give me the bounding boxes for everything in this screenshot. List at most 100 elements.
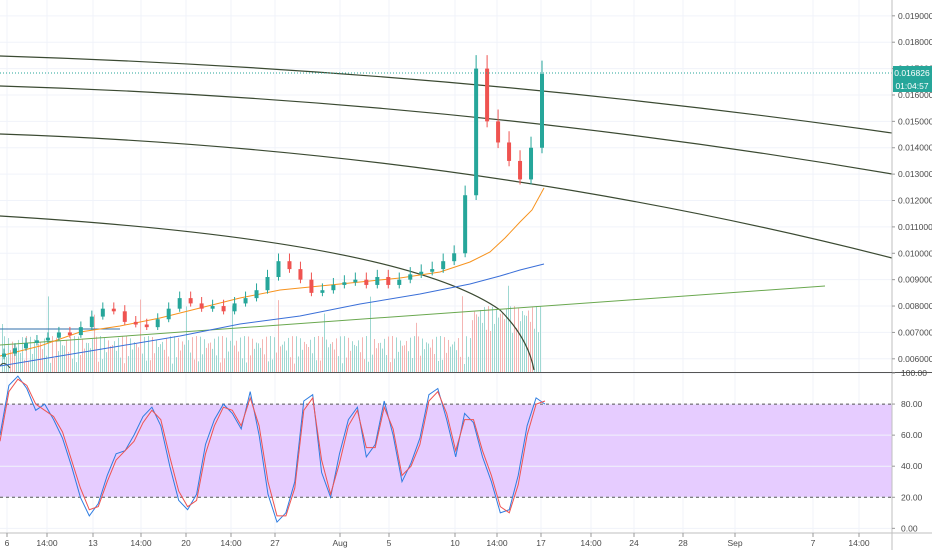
volume-bar (172, 363, 173, 372)
volume-bar (478, 316, 479, 372)
volume-bar (536, 306, 537, 372)
volume-bar (414, 336, 415, 372)
volume-bar (348, 337, 349, 372)
volume-bar (386, 355, 387, 372)
volume-bar (54, 357, 55, 372)
volume-bar (504, 319, 505, 372)
volume-bar (204, 339, 205, 372)
volume-bar (212, 348, 213, 372)
volume-bar (362, 337, 363, 372)
volume-bar (302, 349, 303, 372)
candle (111, 302, 116, 315)
support-trendline (0, 285, 826, 346)
volume-bar (48, 296, 49, 372)
volume-bar (196, 336, 197, 372)
volume-bar (154, 353, 155, 372)
volume-bar (470, 338, 471, 372)
volume-bar (350, 350, 351, 372)
volume-bar (280, 346, 281, 372)
candle (144, 318, 149, 330)
candle (210, 299, 215, 312)
volume-bar (2, 324, 3, 372)
volume-bar (320, 360, 321, 372)
volume-bar (184, 344, 185, 372)
volume-bar (90, 348, 91, 372)
volume-bar (182, 341, 183, 372)
volume-bar (400, 340, 401, 372)
volume-bar (238, 351, 239, 372)
volume-bar (130, 338, 131, 372)
volume-bar (102, 359, 103, 372)
volume-bar (164, 349, 165, 372)
volume-bar (60, 340, 61, 372)
volume-bar (18, 339, 19, 372)
volume-bar (194, 359, 195, 372)
volume-bar (180, 350, 181, 372)
y-tick-label: 0.010000 (898, 248, 932, 258)
volume-bar (538, 332, 539, 372)
y-tick-label: 0.015000 (898, 116, 932, 126)
volume-bar (416, 322, 417, 372)
volume-bar (390, 362, 391, 372)
volume-bar (198, 361, 199, 372)
volume-bar (58, 351, 59, 372)
volume-bar (374, 339, 375, 372)
volume-bar (364, 359, 365, 372)
volume-bar (492, 306, 493, 372)
volume-bar (218, 336, 219, 372)
candle (56, 326, 61, 341)
volume-bar (84, 348, 85, 372)
last-price-label: 0.016826 (894, 68, 930, 78)
stochastic-panel (0, 372, 892, 529)
volume-bar (522, 310, 523, 372)
volume-bar (446, 352, 447, 372)
volume-bar (114, 341, 115, 372)
candle (166, 302, 171, 323)
y-tick-label: 0.006000 (898, 354, 932, 364)
volume-bar (168, 356, 169, 372)
x-tick-label: 10 (450, 538, 460, 548)
volume-bar (254, 348, 255, 372)
volume-bar (490, 330, 491, 372)
x-tick-label: 14:00 (36, 538, 58, 548)
volume-bar (284, 341, 285, 372)
x-tick-label: 6 (5, 538, 10, 548)
volume-bar (110, 346, 111, 372)
volume-bar (228, 351, 229, 372)
volume-bar (190, 352, 191, 372)
volume-bar (222, 336, 223, 372)
volume-bar (52, 336, 53, 372)
candle (419, 264, 424, 279)
volume-bar (224, 358, 225, 372)
volume-bar (378, 343, 379, 372)
x-tick-label: Sep (727, 538, 742, 548)
y-tick-label: 0.014000 (898, 143, 932, 153)
volume-bar (80, 355, 81, 372)
volume-bar (158, 346, 159, 372)
candle (243, 291, 248, 307)
volume-bar (8, 338, 9, 372)
volume-bar (126, 336, 127, 372)
candle (2, 348, 6, 360)
volume-bar (312, 353, 313, 372)
candle (518, 150, 523, 185)
candle (232, 296, 237, 315)
x-tick-label: 5 (387, 538, 392, 548)
candle (199, 296, 204, 312)
volume-bar (426, 342, 427, 372)
fib-arc-2 (0, 85, 893, 175)
volume-bar (396, 337, 397, 372)
moving-averages (0, 187, 545, 367)
volume-bar (116, 350, 117, 372)
volume-bar (472, 320, 473, 372)
volume-bar (220, 362, 221, 372)
volume-bar (14, 344, 15, 372)
y-tick-label: 0.013000 (898, 169, 932, 179)
volume-bar (486, 329, 487, 372)
volume-bar (76, 362, 77, 372)
volume-bar (436, 336, 437, 372)
y-axis-price: 0.0190000.0180000.0170000.0160000.015000… (892, 11, 932, 364)
price-candles (2, 55, 544, 360)
fib-arc-3 (0, 133, 893, 259)
